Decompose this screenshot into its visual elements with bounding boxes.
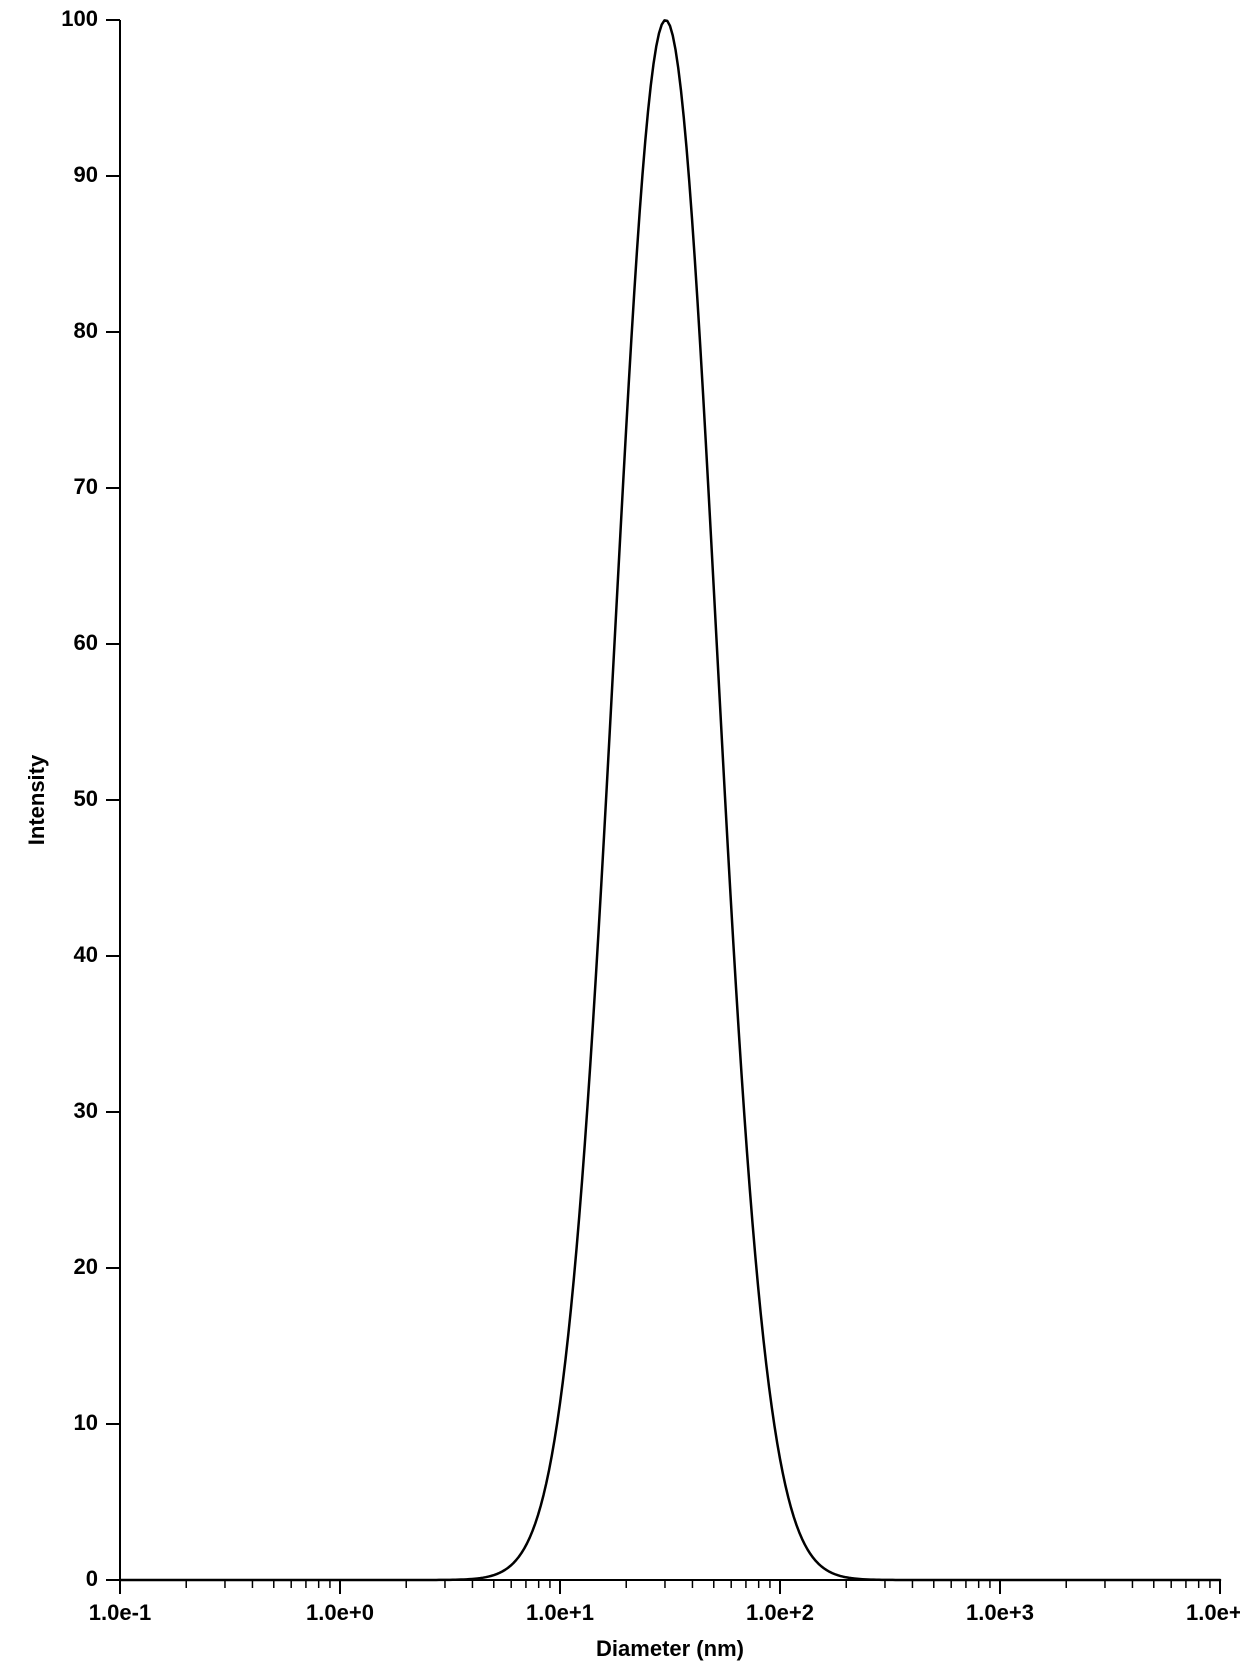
svg-text:1.0e+2: 1.0e+2 [746, 1600, 814, 1625]
svg-text:1.0e+3: 1.0e+3 [966, 1600, 1034, 1625]
svg-text:90: 90 [74, 162, 98, 187]
svg-text:10: 10 [74, 1410, 98, 1435]
svg-text:80: 80 [74, 318, 98, 343]
svg-text:40: 40 [74, 942, 98, 967]
svg-text:60: 60 [74, 630, 98, 655]
svg-text:20: 20 [74, 1254, 98, 1279]
svg-text:0: 0 [86, 1566, 98, 1591]
svg-text:1.0e+4: 1.0e+4 [1186, 1600, 1240, 1625]
intensity-vs-diameter-chart: 0 10 20 30 40 50 60 70 80 90 100 1.0e-1 1.0e+0 1.0e+1… [0, 0, 1240, 1662]
svg-text:30: 30 [74, 1098, 98, 1123]
svg-text:1.0e-1: 1.0e-1 [89, 1600, 151, 1625]
svg-text:Intensity: Intensity [24, 754, 49, 845]
svg-text:100: 100 [61, 6, 98, 31]
chart-container: 0 10 20 30 40 50 60 70 80 90 100 1.0e-1 1.0e+0 1.0e+1… [0, 0, 1240, 1662]
svg-text:50: 50 [74, 786, 98, 811]
svg-text:1.0e+1: 1.0e+1 [526, 1600, 594, 1625]
svg-text:70: 70 [74, 474, 98, 499]
svg-text:Diameter (nm): Diameter (nm) [596, 1636, 744, 1661]
svg-text:1.0e+0: 1.0e+0 [306, 1600, 374, 1625]
